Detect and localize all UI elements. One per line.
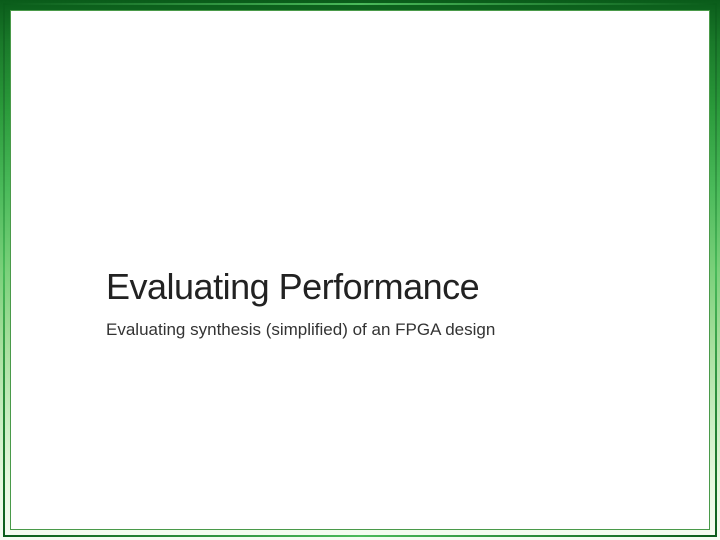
slide-background: Evaluating Performance Evaluating synthe… (0, 0, 720, 540)
slide-subtitle: Evaluating synthesis (simplified) of an … (106, 320, 649, 340)
slide-content: Evaluating Performance Evaluating synthe… (106, 266, 649, 340)
slide-title: Evaluating Performance (106, 266, 649, 308)
slide-inner-panel: Evaluating Performance Evaluating synthe… (10, 10, 710, 530)
